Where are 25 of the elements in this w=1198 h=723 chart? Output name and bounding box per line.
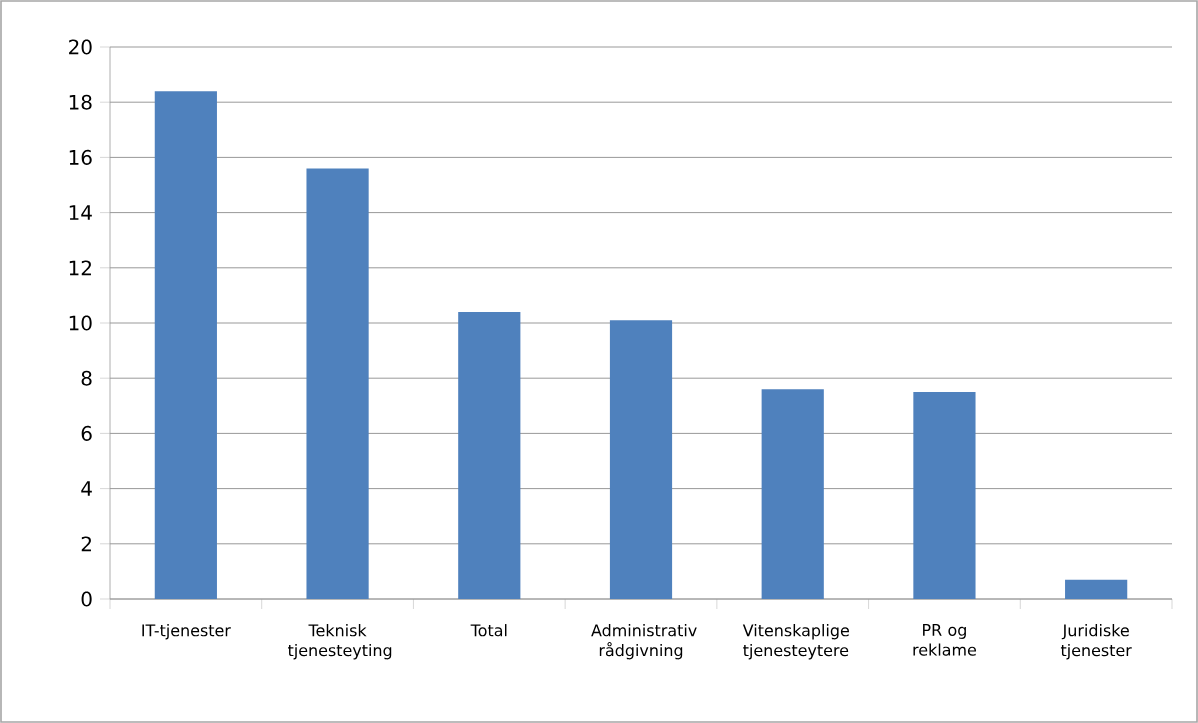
x-tick-label: Vitenskaplige tjenesteytere — [742, 624, 849, 660]
bar — [458, 311, 521, 599]
bar — [306, 168, 369, 599]
y-tick-label: 14 — [69, 205, 92, 220]
bar — [761, 389, 824, 599]
y-tick-label: 6 — [81, 425, 92, 441]
y-tick-label: 10 — [69, 315, 92, 331]
x-tick-label: Administrativ rådgivning — [591, 624, 697, 660]
y-tick-label: 8 — [81, 370, 92, 386]
x-tick-label: IT-tjenester — [142, 624, 231, 640]
bar — [1065, 579, 1128, 599]
y-tick-label: 2 — [81, 536, 91, 552]
y-tick-label: 16 — [69, 149, 92, 165]
bar — [154, 91, 217, 599]
x-tick-label: PR og reklame — [913, 624, 976, 656]
y-tick-label: 12 — [69, 260, 91, 276]
bar — [913, 392, 976, 599]
x-tick-label: Total — [470, 624, 507, 637]
y-tick-label: 0 — [81, 591, 92, 607]
x-tick-label: Juridiske tjenester — [1060, 624, 1132, 660]
y-tick-label: 20 — [69, 39, 92, 55]
y-tick-label: 18 — [69, 94, 92, 110]
x-tick-label: Teknisk tjenesteyting — [288, 624, 392, 660]
y-tick-label: 4 — [81, 481, 92, 496]
bar — [609, 320, 673, 599]
